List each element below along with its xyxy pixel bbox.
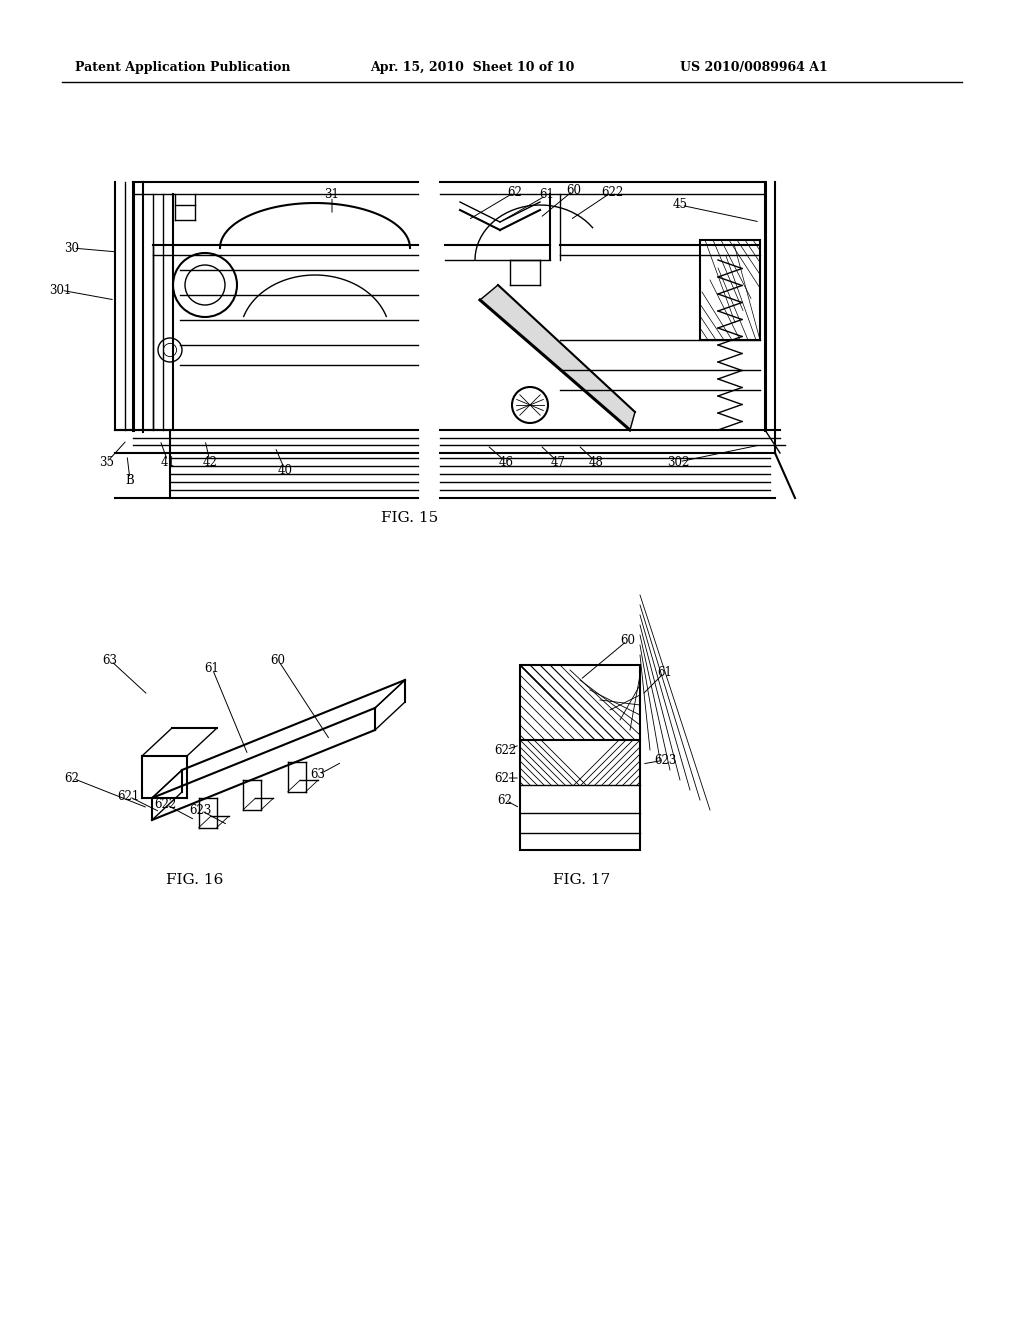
Text: Patent Application Publication: Patent Application Publication [75,62,291,74]
Text: 35: 35 [99,455,115,469]
Text: 31: 31 [325,189,339,202]
Text: 622: 622 [154,797,176,810]
Text: 61: 61 [540,189,554,202]
Text: 62: 62 [498,793,512,807]
Text: 622: 622 [494,743,516,756]
Text: 61: 61 [657,665,673,678]
Text: Apr. 15, 2010  Sheet 10 of 10: Apr. 15, 2010 Sheet 10 of 10 [370,62,574,74]
Text: 30: 30 [65,242,80,255]
Text: FIG. 15: FIG. 15 [381,511,438,525]
Text: B: B [126,474,134,487]
Text: 41: 41 [161,455,175,469]
Text: 48: 48 [589,455,603,469]
Text: 61: 61 [205,661,219,675]
Text: 60: 60 [566,183,582,197]
Text: FIG. 17: FIG. 17 [553,873,610,887]
Text: 621: 621 [494,771,516,784]
Text: FIG. 16: FIG. 16 [166,873,223,887]
Text: 623: 623 [653,754,676,767]
Text: 622: 622 [601,186,624,198]
Text: 40: 40 [278,463,293,477]
Text: 621: 621 [117,789,139,803]
Bar [520,665,640,850]
Bar [700,240,760,341]
Text: 62: 62 [508,186,522,198]
Text: 60: 60 [621,634,636,647]
Polygon shape [480,285,635,430]
Text: 63: 63 [102,653,118,667]
Text: 62: 62 [65,771,80,784]
Text: 302: 302 [667,455,689,469]
Text: 46: 46 [499,455,513,469]
Text: 301: 301 [49,284,72,297]
Text: 42: 42 [203,455,217,469]
Text: US 2010/0089964 A1: US 2010/0089964 A1 [680,62,827,74]
Text: 63: 63 [310,768,326,781]
Text: 47: 47 [551,455,565,469]
Text: 45: 45 [673,198,687,211]
Text: 60: 60 [270,653,286,667]
Text: 623: 623 [188,804,211,817]
